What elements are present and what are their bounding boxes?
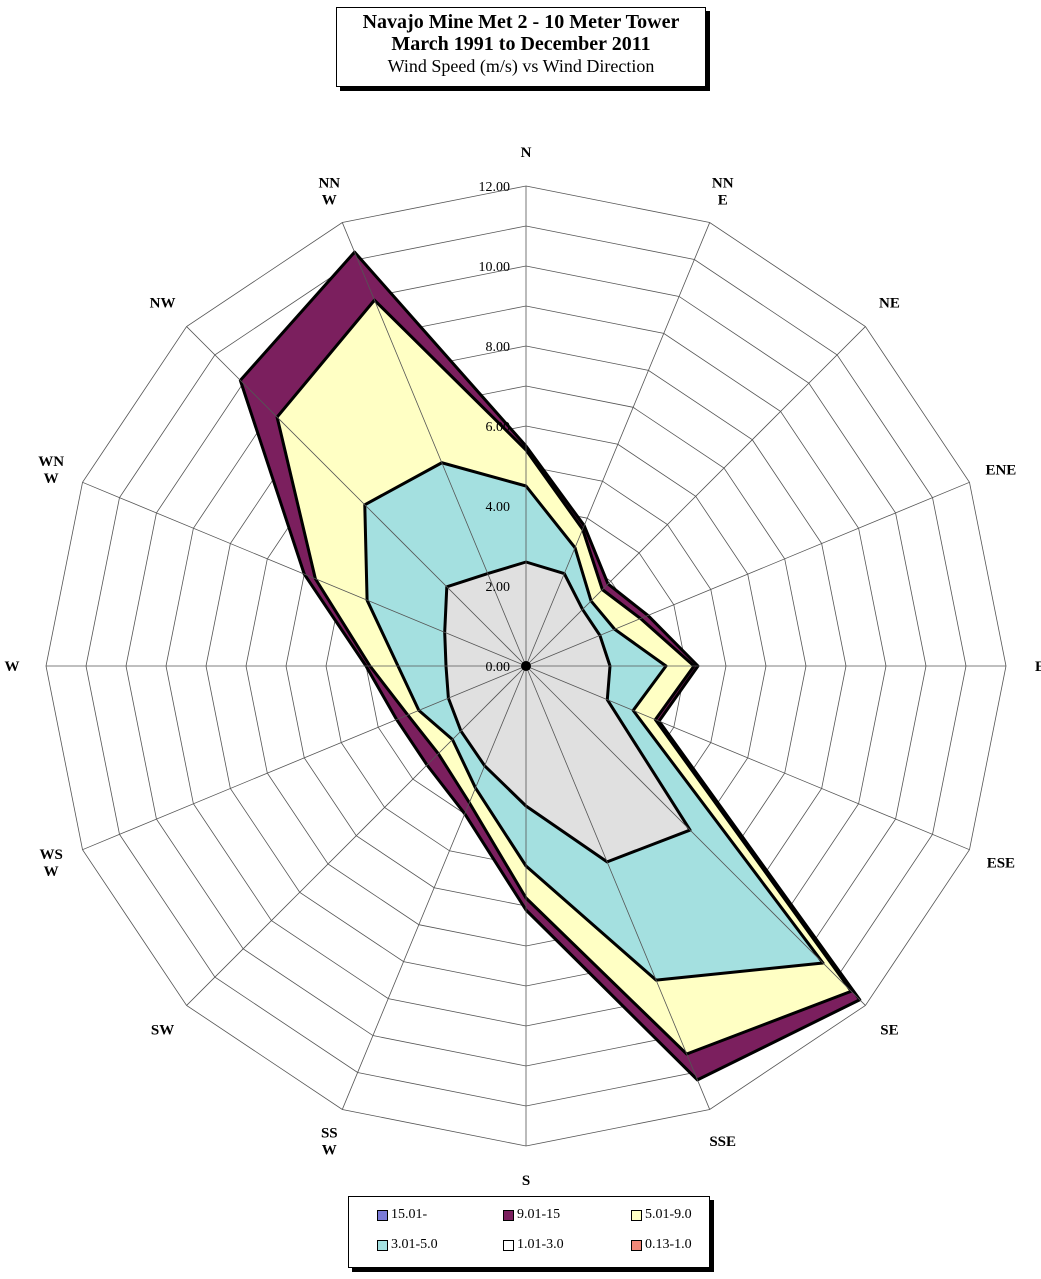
radial-tick-label: 10.00	[479, 260, 511, 275]
direction-label: ENE	[985, 462, 1016, 478]
legend-label: 9.01-15	[517, 1207, 561, 1222]
legend-label: 15.01-	[391, 1207, 428, 1222]
direction-label: ESE	[987, 856, 1015, 872]
legend-item: 3.01-5.0	[377, 1237, 438, 1253]
direction-label: SW	[151, 1022, 174, 1038]
direction-label: S	[522, 1173, 530, 1189]
chart-title-line2: March 1991 to December 2011	[391, 33, 651, 55]
spoke	[82, 481, 527, 667]
legend: 15.01- 9.01-15 5.01-9.0 3.01-5.0 1.01-3.0 0.1…	[348, 1196, 710, 1268]
chart-title-line3: Wind Speed (m/s) vs Wind Direction	[387, 56, 655, 76]
spoke	[525, 222, 711, 667]
spoke	[525, 326, 866, 667]
legend-swatch	[377, 1239, 388, 1251]
radial-tick-label: 6.00	[486, 420, 511, 435]
direction-label: NN W	[318, 176, 340, 209]
spoke	[186, 326, 527, 667]
chart-title-line1: Navajo Mine Met 2 - 10 Meter Tower	[362, 11, 680, 33]
legend-item: 1.01-3.0	[503, 1237, 564, 1253]
legend-label: 5.01-9.0	[645, 1207, 692, 1222]
direction-label: NN E	[712, 176, 734, 209]
spoke	[341, 665, 527, 1110]
direction-label: W	[5, 659, 20, 675]
direction-label: E	[1035, 659, 1041, 675]
direction-label: WS W	[39, 847, 62, 880]
spoke	[341, 222, 527, 667]
radial-tick-label: 12.00	[479, 180, 511, 195]
direction-label: NW	[150, 296, 176, 312]
direction-label: NE	[879, 296, 900, 312]
radial-tick-label: 0.00	[486, 660, 511, 675]
legend-item: 9.01-15	[503, 1207, 560, 1223]
direction-label: SS W	[321, 1125, 338, 1158]
spoke	[186, 665, 527, 1006]
spoke	[82, 665, 527, 851]
legend-swatch	[503, 1209, 514, 1221]
label-layer: 0.00 2.00 4.00 6.00 8.00 10.00 12.00 N NN E NE ENE E…	[5, 145, 1041, 1189]
center-dot	[521, 661, 531, 671]
chart-title-box: Navajo Mine Met 2 - 10 Meter Tower March…	[336, 7, 706, 87]
legend-label: 3.01-5.0	[391, 1237, 438, 1252]
legend-label: 1.01-3.0	[517, 1237, 564, 1252]
spoke	[525, 665, 866, 1006]
legend-item: 0.13-1.0	[631, 1237, 692, 1253]
spoke	[525, 665, 711, 1110]
legend-label: 0.13-1.0	[645, 1237, 692, 1252]
direction-label: SSE	[709, 1134, 736, 1150]
radial-tick-label: 8.00	[486, 340, 511, 355]
direction-label: WN W	[38, 454, 64, 487]
legend-swatch	[377, 1209, 388, 1221]
legend-swatch	[631, 1209, 642, 1221]
legend-item: 15.01-	[377, 1207, 427, 1223]
spoke-layer	[46, 186, 1006, 1146]
spoke	[525, 481, 970, 667]
legend-swatch	[503, 1239, 514, 1251]
legend-swatch	[631, 1239, 642, 1251]
radial-tick-label: 4.00	[486, 500, 511, 515]
spoke	[525, 665, 970, 851]
direction-label: SE	[880, 1022, 898, 1038]
direction-label: N	[521, 145, 532, 161]
legend-item: 5.01-9.0	[631, 1207, 692, 1223]
radial-tick-label: 2.00	[486, 580, 511, 595]
